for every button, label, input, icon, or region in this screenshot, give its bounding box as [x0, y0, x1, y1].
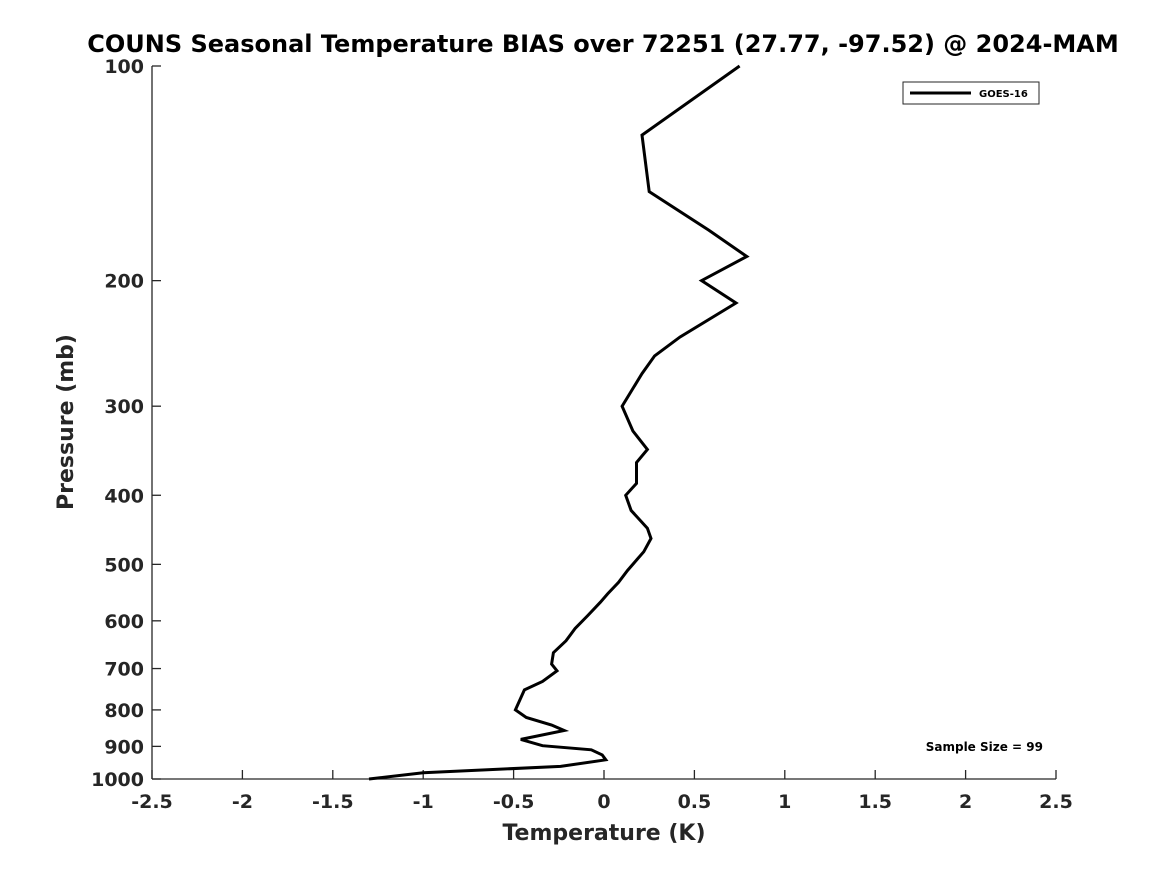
- x-tick-label: -0.5: [493, 791, 535, 813]
- x-tick-label: 0: [597, 791, 610, 813]
- y-axis-ticks: 100 200 300 400 500 600 700 800 900 1000: [91, 56, 161, 791]
- series-line-goes-16: [368, 64, 750, 781]
- x-tick-label: 1: [778, 791, 791, 813]
- y-axis-label: Pressure (mb): [54, 334, 79, 510]
- legend-label-goes-16: GOES-16: [979, 89, 1028, 100]
- y-tick-label: 600: [104, 611, 144, 633]
- x-axis-label: Temperature (K): [502, 821, 705, 846]
- y-tick-label: 200: [104, 271, 144, 293]
- series-layer: [368, 64, 750, 781]
- y-tick-label: 400: [104, 485, 144, 507]
- y-tick-label: 800: [104, 700, 144, 722]
- y-tick-label: 500: [104, 554, 144, 576]
- y-tick-label: 1000: [91, 769, 144, 791]
- x-tick-label: -2.5: [131, 791, 173, 813]
- y-tick-label: 900: [104, 736, 144, 758]
- x-axis-ticks: -2.5 -2 -1.5 -1 -0.5 0 0.5 1 1.5 2 2.5: [131, 770, 1073, 813]
- y-tick-label: 700: [104, 659, 144, 681]
- legend: GOES-16: [902, 81, 1040, 105]
- y-tick-label: 300: [104, 396, 144, 418]
- sample-size-annotation: Sample Size = 99: [926, 740, 1043, 754]
- x-tick-label: 0.5: [678, 791, 712, 813]
- x-tick-label: 1.5: [858, 791, 892, 813]
- x-tick-label: -1: [413, 791, 434, 813]
- x-tick-label: 2: [959, 791, 972, 813]
- chart-title: COUNS Seasonal Temperature BIAS over 722…: [87, 30, 1119, 58]
- y-tick-label: 100: [104, 56, 144, 78]
- x-tick-label: 2.5: [1039, 791, 1073, 813]
- x-tick-label: -2: [232, 791, 253, 813]
- x-tick-label: -1.5: [312, 791, 354, 813]
